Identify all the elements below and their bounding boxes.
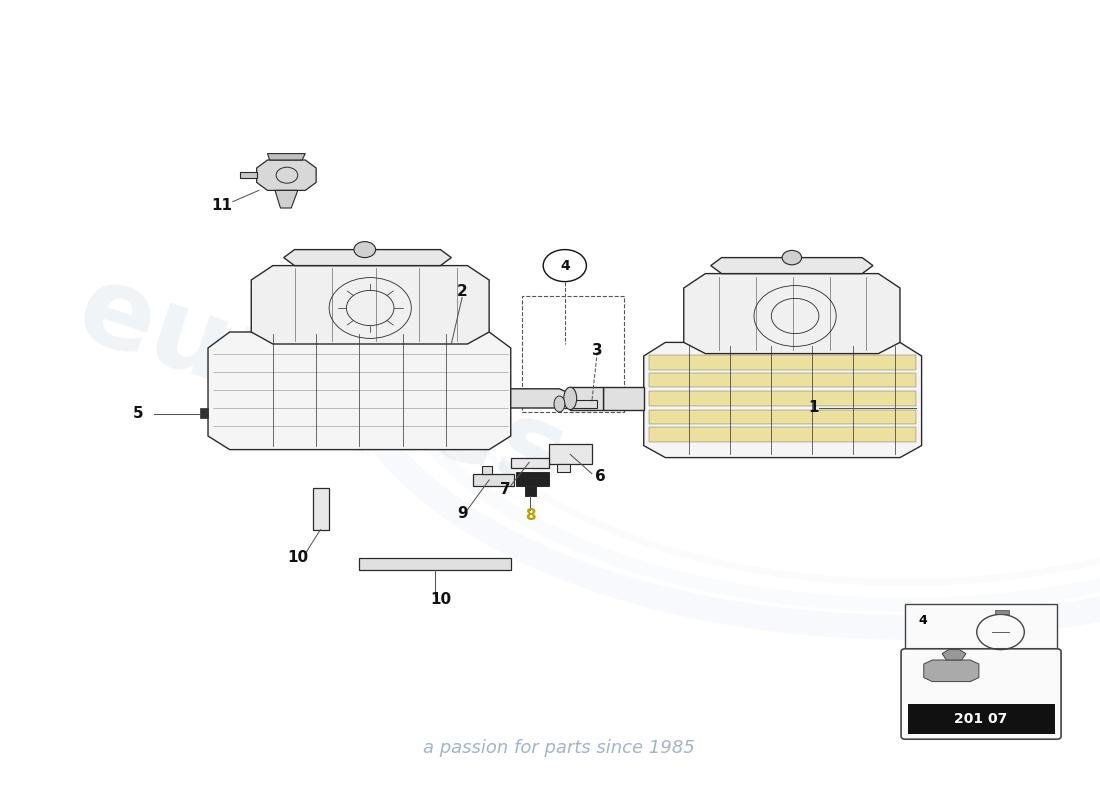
Text: 10: 10 [287,550,308,565]
Polygon shape [924,660,979,682]
Polygon shape [570,387,603,410]
Text: 9: 9 [456,506,468,521]
FancyBboxPatch shape [908,704,1055,734]
Text: 1: 1 [808,401,818,415]
Circle shape [782,250,802,265]
Polygon shape [942,650,966,660]
Text: 5: 5 [132,406,143,421]
Polygon shape [275,190,298,208]
Text: 4: 4 [918,614,927,627]
Text: 11: 11 [211,198,232,213]
Polygon shape [510,389,570,408]
Ellipse shape [554,396,564,412]
Text: 7: 7 [500,482,510,497]
Polygon shape [684,274,900,354]
Text: 4: 4 [560,258,570,273]
Polygon shape [525,486,536,496]
Polygon shape [482,466,493,474]
Polygon shape [649,427,916,442]
Polygon shape [603,387,644,410]
Ellipse shape [563,387,576,410]
FancyBboxPatch shape [901,649,1062,739]
Text: 8: 8 [525,508,536,522]
Polygon shape [711,258,873,274]
Polygon shape [200,408,208,418]
Text: europes: europes [64,255,579,513]
Polygon shape [549,444,592,464]
FancyBboxPatch shape [905,604,1057,660]
Polygon shape [473,474,514,486]
Polygon shape [312,488,329,530]
Circle shape [354,242,375,258]
Polygon shape [558,464,570,472]
Polygon shape [644,342,922,458]
Polygon shape [251,266,490,344]
Polygon shape [649,355,916,370]
Text: a passion for parts since 1985: a passion for parts since 1985 [424,739,695,757]
Polygon shape [360,558,510,570]
Polygon shape [649,373,916,387]
Polygon shape [284,250,451,266]
Polygon shape [516,472,549,486]
Text: 6: 6 [595,470,606,484]
Polygon shape [649,410,916,424]
Text: 3: 3 [592,343,603,358]
Polygon shape [241,172,256,178]
Polygon shape [560,400,597,408]
Polygon shape [256,160,316,190]
Circle shape [543,250,586,282]
Text: 10: 10 [430,593,451,607]
Text: 201 07: 201 07 [955,712,1008,726]
Polygon shape [649,391,916,406]
Polygon shape [996,610,1009,614]
Polygon shape [510,458,549,468]
Text: 2: 2 [456,285,468,299]
Polygon shape [208,332,510,450]
Polygon shape [267,154,306,160]
